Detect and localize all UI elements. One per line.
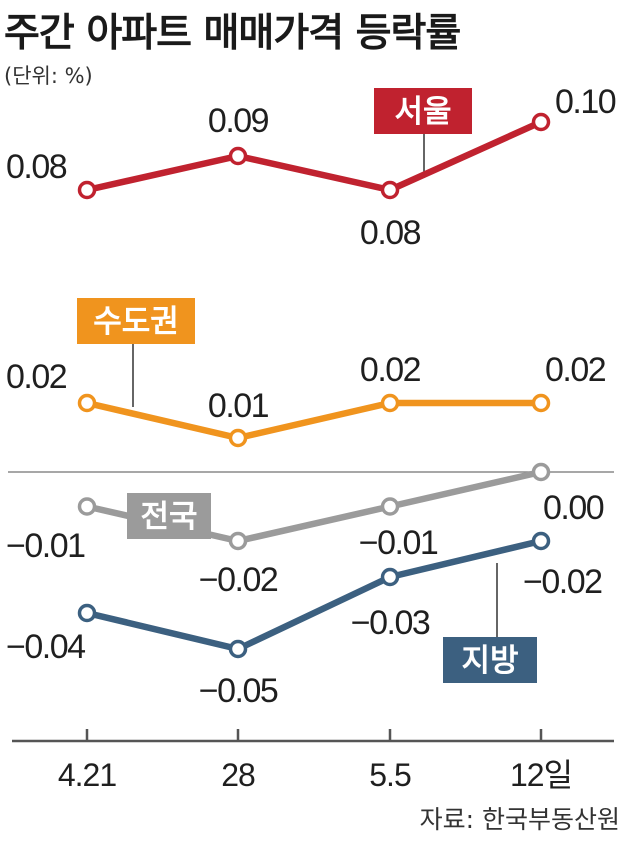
series-line (83, 537, 545, 653)
data-point (228, 639, 248, 659)
data-label: −0.04 (6, 628, 85, 666)
data-point (77, 393, 97, 413)
data-label: −0.01 (6, 527, 85, 565)
series-label: 수도권 (93, 304, 179, 340)
x-tick-label: 5.5 (369, 757, 411, 793)
data-point (228, 531, 248, 551)
data-label: −0.02 (523, 563, 602, 601)
series-label-box (127, 493, 211, 539)
data-label: −0.02 (199, 561, 278, 599)
series-line (83, 399, 545, 442)
data-label: 0.02 (545, 351, 606, 389)
data-point (380, 180, 400, 200)
x-tick-label: 28 (221, 757, 255, 793)
data-label: 0.10 (555, 83, 616, 121)
data-point (77, 180, 97, 200)
data-point (380, 393, 400, 413)
data-point (531, 393, 551, 413)
source-label: 자료: 한국부동산원 (419, 805, 620, 834)
data-point (228, 146, 248, 166)
page-title: 주간 아파트 매매가격 등락률 (4, 11, 461, 56)
series-label-box (374, 88, 472, 134)
data-point (77, 603, 97, 623)
x-tick-label: 4.21 (58, 757, 116, 793)
data-point (531, 462, 551, 482)
series-label-box (443, 637, 537, 683)
series-label: 서울 (394, 94, 451, 130)
data-label: 0.08 (360, 214, 421, 252)
data-point (228, 428, 248, 448)
data-point (380, 497, 400, 516)
data-point (531, 112, 551, 132)
series-line (83, 118, 545, 194)
data-point (531, 531, 551, 551)
data-label: −0.05 (199, 672, 278, 710)
data-label: 0.09 (208, 102, 269, 140)
data-label: −0.01 (359, 524, 438, 562)
data-label: 0.08 (6, 148, 67, 186)
series-label: 지방 (461, 643, 518, 679)
x-tick-label: 12일 (510, 757, 572, 793)
data-label: 0.01 (208, 387, 269, 425)
data-label: 0.00 (543, 489, 604, 527)
data-point (77, 497, 97, 516)
data-label: 0.02 (360, 351, 421, 389)
data-label: −0.03 (351, 604, 430, 642)
unit-label: (단위: %) (4, 64, 93, 88)
series-label: 전국 (140, 499, 197, 535)
data-point (380, 567, 400, 587)
series-label-box (77, 298, 195, 344)
data-label: 0.02 (6, 358, 67, 396)
